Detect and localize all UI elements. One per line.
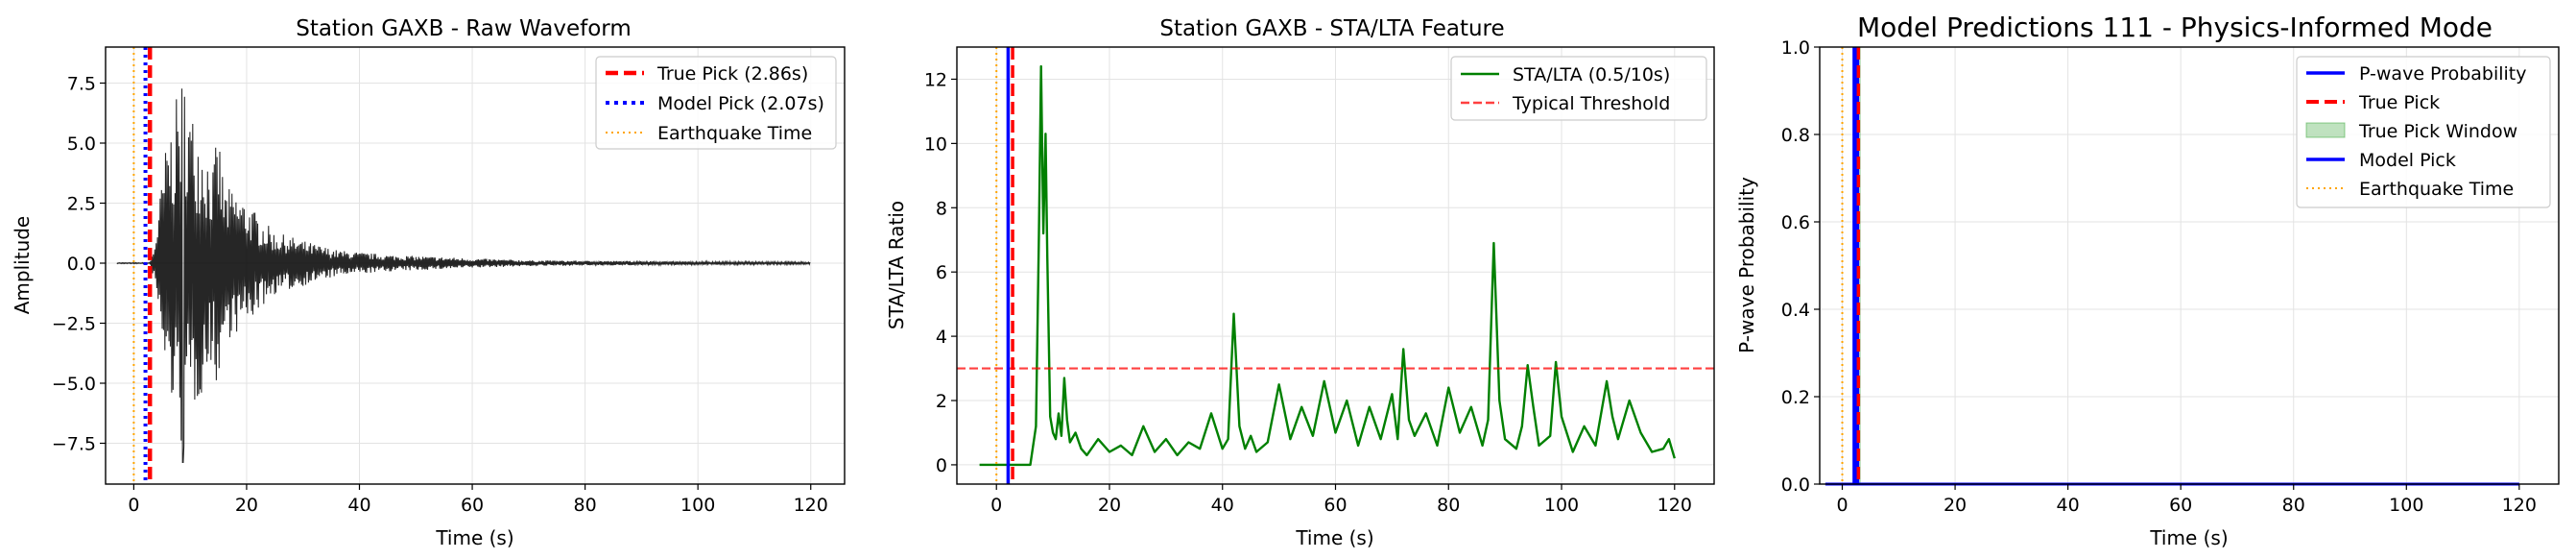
x-tick-label: 40 [347,495,370,516]
y-tick-label: 0 [936,455,947,476]
y-tick-label: 10 [924,134,947,155]
panel-sta-lta: Station GAXB - STA/LTA Feature 0 20 40 60 80… [885,16,1715,549]
x-tick-label: 100 [1544,495,1579,516]
y-tick-label: 2 [936,391,947,412]
x-tick-label: 0 [1836,495,1848,516]
x-tick-label: 100 [680,495,715,516]
y-tick-label: 0.2 [1781,387,1810,408]
x-axis-label: Time (s) [1295,526,1373,549]
x-tick-label: 120 [1658,495,1692,516]
legend-label: True Pick Window [2358,121,2517,142]
sta-lta-line [979,64,1676,467]
y-tick-label: 7.5 [67,74,96,95]
x-axis-label: Time (s) [435,526,513,549]
y-tick-label: 0.4 [1781,300,1810,321]
x-tick-label: 100 [2389,495,2423,516]
y-axis-label: STA/LTA Ratio [885,201,908,329]
y-tick-label: 4 [936,327,947,348]
x-tick-label: 80 [574,495,597,516]
y-axis: −7.5 −5.0 −2.5 0.0 2.5 5.0 7.5 [52,74,106,455]
x-tick-label: 20 [1944,495,1967,516]
legend: True Pick (2.86s) Model Pick (2.07s) Ear… [595,56,837,150]
legend-label: Earthquake Time [2359,179,2514,200]
y-tick-label: −2.5 [52,314,96,335]
legend-label: P-wave Probability [2359,63,2527,85]
legend-swatch [2305,122,2346,138]
legend-label: True Pick [2358,92,2440,113]
y-tick-label: 0.8 [1781,125,1810,146]
legend-label: Model Pick (2.07s) [657,93,824,114]
y-tick-label: 0.0 [67,254,96,275]
legend-box [1450,56,1707,121]
y-tick-label: 8 [936,198,947,219]
y-tick-label: 0.0 [1781,474,1810,496]
waveform-line [116,88,811,464]
legend-label: Model Pick [2359,150,2456,171]
legend-label: STA/LTA (0.5/10s) [1513,64,1670,85]
panel-title: Station GAXB - Raw Waveform [296,16,632,41]
x-tick-label: 120 [2502,495,2537,516]
y-axis: 0 2 4 6 8 10 12 [924,69,957,476]
plot-area [116,47,811,484]
x-tick-label: 120 [794,495,828,516]
y-axis-label: Amplitude [11,216,34,315]
y-tick-label: 0.6 [1781,212,1810,233]
y-tick-label: 5.0 [67,134,96,155]
x-axis: 0 20 40 60 80 100 120 [1836,484,2537,516]
x-tick-label: 80 [2282,495,2305,516]
x-tick-label: 0 [128,495,139,516]
y-tick-label: 1.0 [1781,37,1810,59]
x-tick-label: 40 [1211,495,1234,516]
x-tick-label: 20 [1098,495,1121,516]
panel-raw-waveform: Station GAXB - Raw Waveform 0 20 40 60 80 100… [11,16,846,549]
y-axis: 0.0 0.2 0.4 0.6 0.8 1.0 [1781,37,1820,496]
y-axis-label: P-wave Probability [1735,177,1758,353]
grid [1820,46,2559,485]
x-axis-label: Time (s) [2149,526,2228,549]
x-tick-label: 40 [2057,495,2080,516]
y-tick-label: 6 [936,262,947,283]
legend-box [2296,56,2551,208]
x-tick-label: 80 [1437,495,1460,516]
y-tick-label: −7.5 [52,434,96,455]
panel-title: Model Predictions 111 - Physics-Informed… [1857,12,2493,43]
y-tick-label: 2.5 [67,194,96,215]
panel-title: Station GAXB - STA/LTA Feature [1159,16,1504,41]
legend: STA/LTA (0.5/10s) Typical Threshold [1450,56,1707,121]
x-tick-label: 60 [2169,495,2192,516]
plot-frame [105,46,846,485]
x-tick-label: 0 [990,495,1002,516]
plot-area [957,47,1714,484]
y-tick-label: −5.0 [52,374,96,395]
legend-label: Earthquake Time [657,123,812,144]
x-axis: 0 20 40 60 80 100 120 [128,484,828,516]
x-tick-label: 60 [461,495,484,516]
y-tick-label: 12 [924,69,947,90]
panel-model-predictions: Model Predictions 111 - Physics-Informed… [1735,12,2560,549]
x-axis: 0 20 40 60 80 100 120 [990,484,1692,516]
legend: P-wave Probability True Pick True Pick W… [2296,56,2551,208]
legend-box [595,56,837,150]
x-tick-label: 60 [1324,495,1347,516]
plot-frame [1819,46,2560,485]
legend-label: Typical Threshold [1512,93,1670,114]
legend-label: True Pick (2.86s) [656,63,808,85]
x-tick-label: 20 [235,495,258,516]
